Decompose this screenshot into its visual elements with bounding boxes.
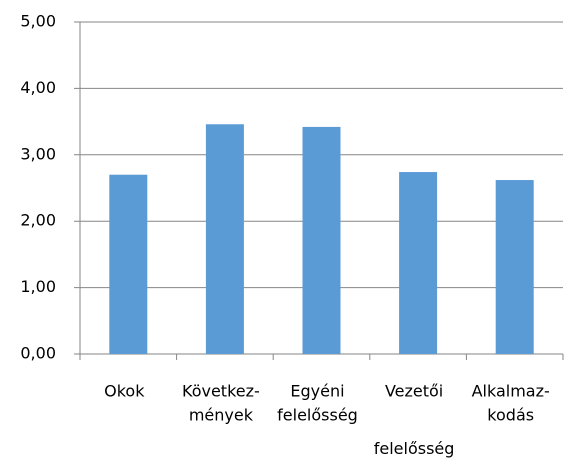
bar	[109, 174, 148, 354]
x-tick-label: Egyéni	[290, 382, 344, 401]
x-tick-label: kodás	[487, 406, 534, 425]
x-tick-label: Vezetői	[385, 382, 443, 401]
x-tick-label: mények	[189, 406, 254, 425]
y-tick-label: 4,00	[20, 78, 56, 97]
bar	[399, 172, 438, 354]
x-tick-label: Alkalmaz-	[472, 382, 550, 401]
bar	[495, 180, 534, 354]
y-tick-label: 0,00	[20, 344, 56, 363]
x-tick-label: Következ-	[182, 382, 260, 401]
y-tick-label: 5,00	[20, 12, 56, 31]
y-tick-label: 2,00	[20, 211, 56, 230]
y-tick-label: 1,00	[20, 277, 56, 296]
bar	[205, 124, 244, 354]
x-tick-label: felelősség	[277, 406, 358, 425]
x-tick-label: Okok	[104, 382, 145, 401]
x-tick-label: felelősség	[374, 439, 455, 458]
y-tick-label: 3,00	[20, 144, 56, 163]
bar	[302, 126, 341, 354]
